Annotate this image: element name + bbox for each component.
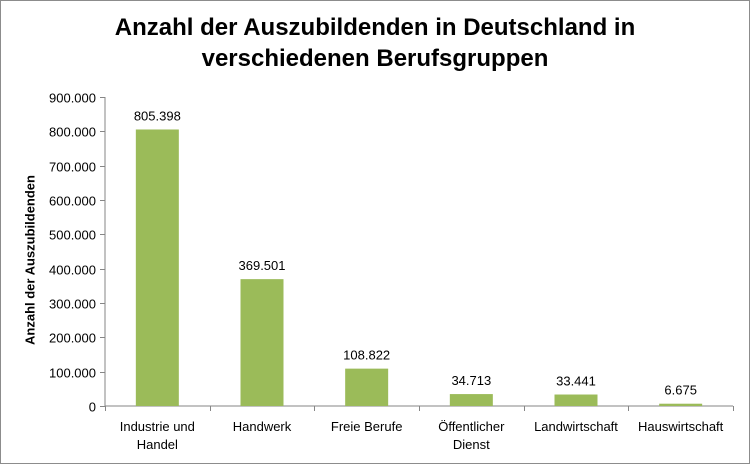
bar <box>345 368 389 406</box>
data-label: 34.713 <box>451 373 491 388</box>
y-tick-label: 200.000 <box>49 331 96 346</box>
y-tick-label: 700.000 <box>49 160 96 175</box>
y-tick-label: 800.000 <box>49 125 96 140</box>
chart-title-line-1: Anzahl der Auszubildenden in Deutschland… <box>114 14 636 41</box>
y-tick-label: 600.000 <box>49 194 96 209</box>
y-tick-label: 400.000 <box>49 263 96 278</box>
y-tick-label: 300.000 <box>49 297 96 312</box>
x-tick-label: Hauswirtschaft <box>638 419 724 434</box>
y-tick-label: 0 <box>89 400 96 415</box>
data-label: 6.675 <box>664 383 697 398</box>
x-tick-label: Freie Berufe <box>331 419 403 434</box>
bar <box>659 403 703 406</box>
data-label: 33.441 <box>556 374 596 389</box>
x-tick-label: Handwerk <box>233 419 292 434</box>
x-tick-label: Dienst <box>453 437 490 452</box>
x-tick-label: Industrie und <box>120 419 195 434</box>
data-label: 805.398 <box>134 108 181 123</box>
bar <box>135 129 179 406</box>
x-tick-label: Landwirtschaft <box>534 419 618 434</box>
x-tick-label: Öffentlicher <box>438 419 505 434</box>
chart-title: Anzahl der Auszubildenden in Deutschland… <box>0 12 750 74</box>
x-tick-label: Handel <box>137 437 178 452</box>
bar <box>240 279 284 406</box>
bar <box>554 394 598 406</box>
y-tick-label: 100.000 <box>49 366 96 381</box>
y-tick-label: 900.000 <box>49 91 96 106</box>
data-label: 108.822 <box>343 348 390 363</box>
bar <box>449 394 493 406</box>
data-label: 369.501 <box>239 258 286 273</box>
chart-title-line-2: verschiedenen Berufsgruppen <box>201 45 549 72</box>
y-tick-label: 500.000 <box>49 228 96 243</box>
